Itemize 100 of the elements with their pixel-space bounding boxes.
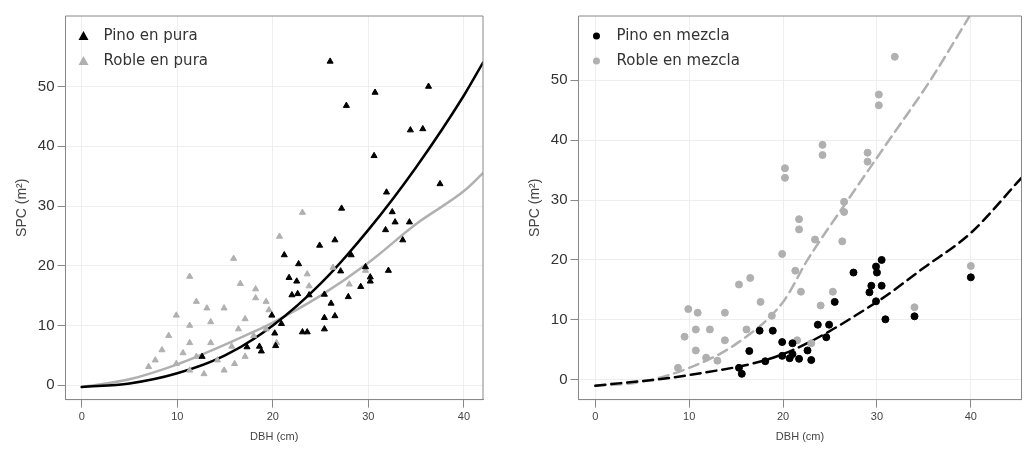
point <box>391 218 399 225</box>
x-tick-label: 30 <box>362 410 375 423</box>
point <box>277 319 285 326</box>
legend-label: Roble en mezcla <box>616 50 740 69</box>
legend-label: Pino en pura <box>103 25 198 44</box>
point <box>145 362 153 369</box>
point <box>734 363 743 372</box>
point <box>320 325 328 332</box>
point <box>388 207 396 215</box>
point <box>890 52 899 61</box>
point <box>303 270 311 277</box>
x-tick-label: 20 <box>776 410 790 423</box>
point <box>734 280 743 289</box>
point <box>865 288 874 297</box>
point <box>872 297 881 306</box>
point <box>241 352 249 359</box>
point <box>705 325 714 334</box>
point <box>863 148 872 157</box>
point <box>172 311 180 318</box>
point <box>151 356 159 363</box>
point <box>344 292 352 300</box>
legend-label: Roble en pura <box>103 50 208 69</box>
point <box>816 301 825 310</box>
point <box>165 331 173 338</box>
point <box>294 289 302 297</box>
point <box>337 267 345 274</box>
point <box>357 282 365 289</box>
point <box>200 369 208 377</box>
point <box>213 356 221 363</box>
x-tick-label: 0 <box>78 410 85 423</box>
point <box>342 101 350 108</box>
point <box>780 164 789 173</box>
point <box>818 140 827 149</box>
y-tick-label: 30 <box>550 190 568 208</box>
point <box>172 359 180 366</box>
point <box>720 336 729 345</box>
y-tick-label: 10 <box>550 310 568 328</box>
point <box>265 305 273 313</box>
point <box>382 225 390 233</box>
point <box>767 311 776 320</box>
point <box>840 197 849 206</box>
point <box>179 348 187 356</box>
point <box>746 273 755 282</box>
point <box>803 346 812 355</box>
y-tick-label: 10 <box>37 315 55 333</box>
point <box>849 268 858 277</box>
point <box>419 124 427 132</box>
point <box>220 366 228 373</box>
point <box>877 255 886 264</box>
point <box>405 218 413 225</box>
y-tick-label: 50 <box>550 70 568 88</box>
point <box>745 347 754 356</box>
point <box>910 312 919 321</box>
point <box>192 297 200 304</box>
point <box>822 333 831 342</box>
point <box>288 291 296 298</box>
point <box>347 251 355 258</box>
point <box>840 208 849 216</box>
line-series <box>594 176 1022 388</box>
point <box>680 332 689 341</box>
y-tick-label: 0 <box>559 369 568 387</box>
y-axis-title: SPC (m²) <box>526 178 543 237</box>
point <box>755 326 764 335</box>
x-tick-label: 40 <box>457 410 471 423</box>
point <box>230 254 238 261</box>
y-tick-label: 50 <box>37 76 55 94</box>
point <box>966 273 975 282</box>
point <box>186 272 194 279</box>
point <box>298 208 306 215</box>
point <box>910 303 919 312</box>
x-axis-title: DBH (cm) <box>250 430 299 443</box>
point <box>780 173 789 182</box>
point <box>863 157 872 166</box>
point <box>768 326 777 335</box>
point <box>881 315 890 324</box>
point <box>327 299 335 306</box>
point <box>220 304 228 311</box>
point <box>250 331 258 338</box>
point <box>691 346 700 355</box>
point <box>795 215 804 224</box>
point <box>228 342 236 349</box>
point <box>366 277 374 284</box>
point <box>406 126 414 133</box>
y-tick-label: 0 <box>46 375 55 393</box>
point <box>966 261 975 270</box>
point <box>207 317 215 325</box>
point <box>813 320 822 329</box>
point <box>236 279 244 286</box>
y-axis-title: SPC (m²) <box>13 178 30 237</box>
point <box>370 151 378 159</box>
point <box>345 280 353 287</box>
point <box>371 88 379 95</box>
point <box>285 273 293 280</box>
point <box>825 320 834 329</box>
point <box>684 305 693 314</box>
point <box>818 151 827 160</box>
point <box>778 338 787 347</box>
point <box>830 297 839 306</box>
x-tick-label: 10 <box>171 410 184 423</box>
point <box>720 308 729 317</box>
